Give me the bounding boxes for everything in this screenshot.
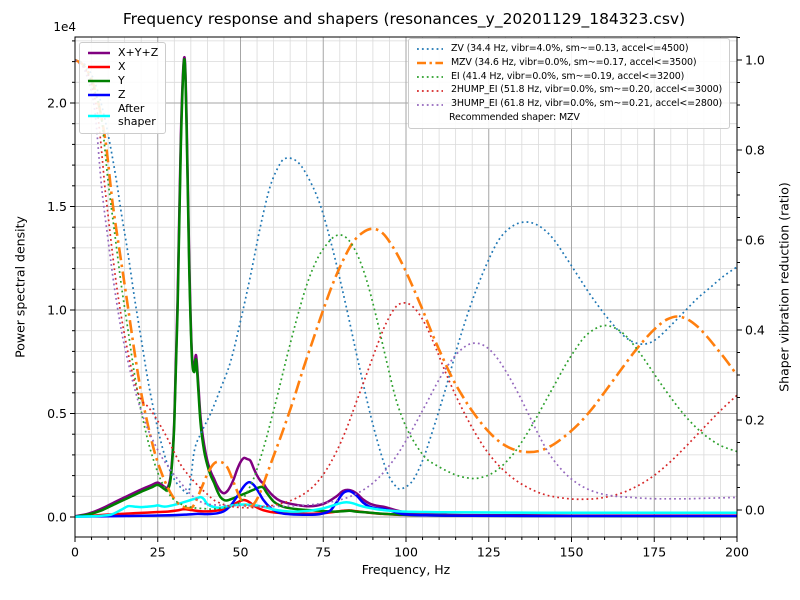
y-right-tick-label: 0.2	[745, 412, 765, 427]
series-z-line	[75, 480, 737, 518]
y-right-tick-label: 0.0	[745, 502, 765, 517]
x-axis-label: Frequency, Hz	[361, 562, 451, 577]
y-left-tick-label: 1.5	[47, 199, 67, 214]
series-y-line	[75, 58, 737, 518]
2hump-ei-line-swatch	[417, 89, 443, 92]
legend-item-x: X	[86, 59, 158, 74]
x-tick-label: 25	[150, 545, 166, 560]
y-left-offset-text: 1e4	[53, 20, 76, 34]
legend-item-label: 3HUMP_EI (61.8 Hz, vibr=0.0%, sm~=0.21, …	[451, 98, 723, 110]
series-3hump-ei-line	[75, 59, 737, 508]
3hump-ei-line-swatch	[417, 103, 443, 106]
z-line-swatch	[88, 94, 110, 97]
y-left-tick-label: 0.5	[47, 406, 67, 421]
series-group	[75, 56, 737, 519]
zv-line-swatch	[417, 48, 443, 51]
x-tick-label: 125	[477, 545, 501, 560]
series-zv-line	[75, 59, 737, 495]
legend-item-2hump-ei: 2HUMP_EI (51.8 Hz, vibr=0.0%, sm~=0.20, …	[415, 84, 722, 97]
y-right-tick-label: 1.0	[745, 52, 765, 67]
y-right-axis-label: Shaper vibration reduction (ratio)	[776, 182, 792, 392]
x-tick-label: 200	[725, 545, 749, 560]
legend-item-label: Y	[118, 73, 125, 87]
x-tick-label: 0	[71, 545, 79, 560]
legend-item-y: Y	[86, 73, 158, 88]
legend-item-after: After shaper	[86, 101, 158, 129]
legend-item-label: ZV (34.4 Hz, vibr=4.0%, sm~=0.13, accel<…	[451, 43, 689, 54]
legend-item-label: X	[118, 59, 126, 73]
legend-item-label: EI (41.4 Hz, vibr=0.0%, sm~=0.19, accel<…	[451, 70, 685, 82]
y-left-tick-label: 2.0	[47, 95, 67, 110]
legend-item-label: After shaper	[118, 101, 156, 128]
series-ei-line	[75, 59, 737, 510]
after-line-swatch	[88, 114, 110, 118]
legend-item-label: Z	[118, 87, 126, 101]
legend-shapers: ZV (34.4 Hz, vibr=4.0%, sm~=0.13, accel<…	[408, 38, 731, 129]
tick-marks	[70, 37, 742, 542]
mzv-line-swatch	[417, 61, 443, 65]
legend-psd: X+Y+Z X Y Z After shaper	[79, 42, 167, 134]
x-y-z-line-swatch	[88, 52, 110, 55]
y-left-axis-label: Power spectral density	[12, 216, 28, 358]
series-2hump-ei-line	[75, 59, 737, 509]
y-right-tick-label: 0.6	[745, 232, 765, 247]
legend-item-zv: ZV (34.4 Hz, vibr=4.0%, sm~=0.13, accel<…	[415, 43, 722, 56]
ei-line-swatch	[417, 76, 443, 78]
y-right-tick-label: 0.4	[745, 322, 765, 337]
legend-item-x-y-z: X+Y+Z	[86, 46, 159, 60]
legend-item-label: 2HUMP_EI (51.8 Hz, vibr=0.0%, sm~=0.20, …	[451, 84, 723, 96]
legend-item-z: Z	[86, 87, 158, 102]
y-line-swatch	[88, 80, 110, 83]
x-tick-label: 175	[642, 545, 666, 560]
series-mzv-line	[75, 58, 737, 510]
legend-item-ei: EI (41.4 Hz, vibr=0.0%, sm~=0.19, accel<…	[415, 71, 722, 84]
x-line-swatch	[88, 66, 110, 69]
x-tick-label: 150	[560, 545, 584, 560]
legend-recommended-shaper: Recommended shaper: MZV	[449, 112, 580, 124]
x-tick-label: 75	[315, 545, 331, 560]
legend-item-mzv: MZV (34.6 Hz, vibr=0.0%, sm~=0.17, accel…	[415, 57, 722, 70]
legend-item-label: X+Y+Z	[118, 46, 159, 59]
legend-item-3hump-ei: 3HUMP_EI (61.8 Hz, vibr=0.0%, sm~=0.21, …	[415, 98, 722, 111]
y-right-tick-label: 0.8	[745, 142, 765, 157]
legend-item-label: MZV (34.6 Hz, vibr=0.0%, sm~=0.17, accel…	[451, 56, 697, 68]
y-left-tick-label: 1.0	[47, 302, 67, 317]
chart-title: Frequency response and shapers (resonanc…	[122, 10, 686, 28]
tick-labels: 0 25 50 75 100 125 150 175 200 0.0 0.5 1.0 1.5 2.0 0.0…	[47, 52, 765, 559]
x-tick-label: 100	[394, 545, 418, 560]
y-left-tick-label: 0.0	[47, 509, 67, 524]
x-tick-label: 50	[233, 545, 249, 560]
